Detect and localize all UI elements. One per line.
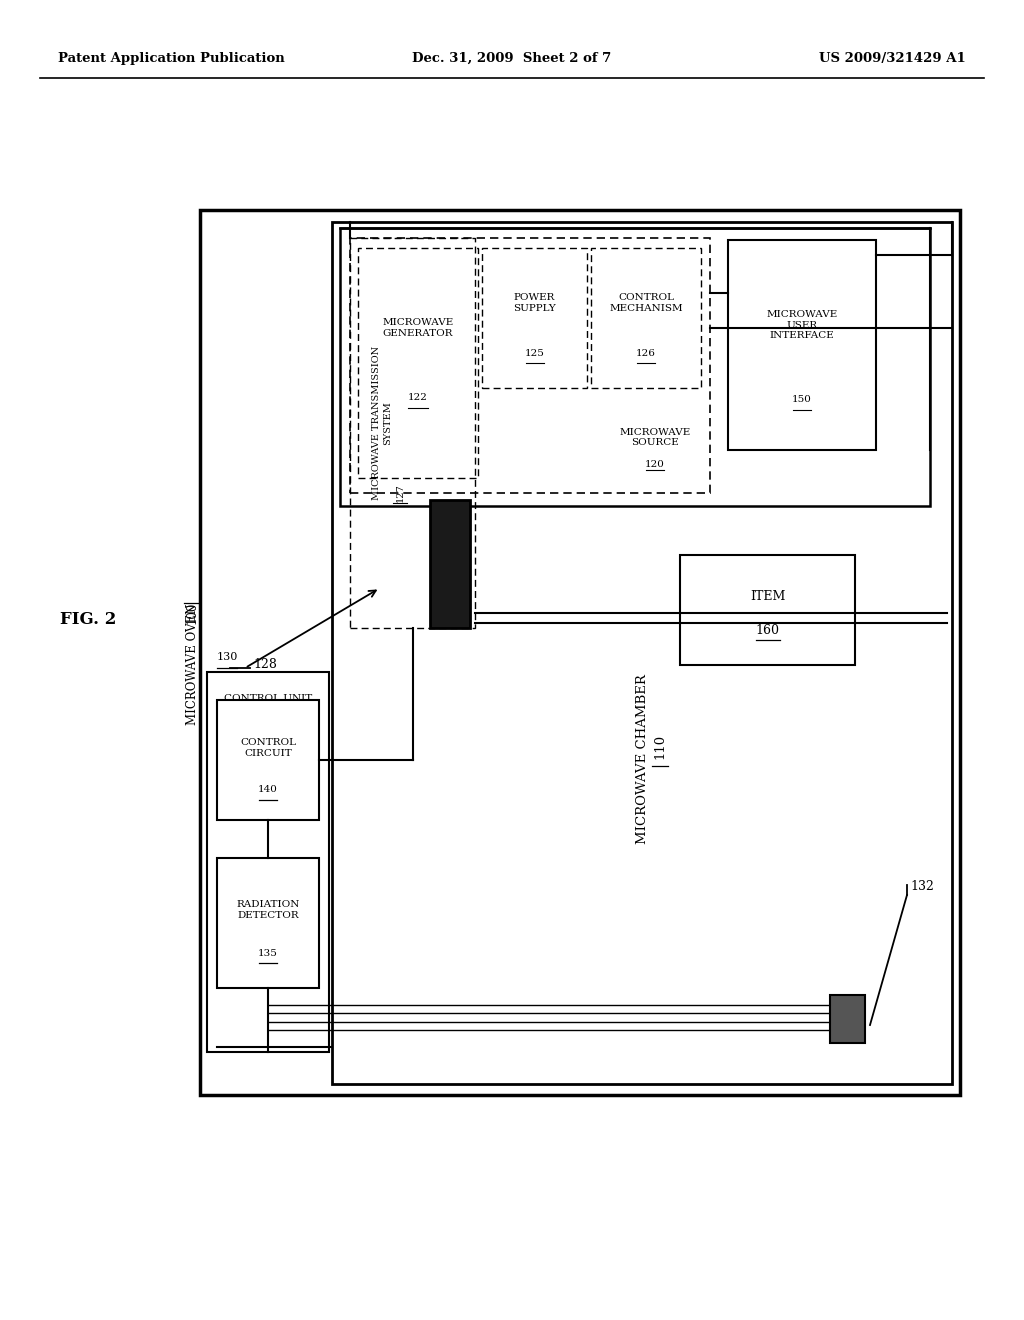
Text: 125: 125: [524, 348, 545, 358]
Text: RADIATION
DETECTOR: RADIATION DETECTOR: [237, 900, 300, 920]
Bar: [358, 248, 478, 478]
Text: CONTROL UNIT: CONTROL UNIT: [224, 694, 312, 704]
Bar: [591, 248, 701, 388]
Text: 135: 135: [258, 949, 278, 957]
Text: Patent Application Publication: Patent Application Publication: [58, 51, 285, 65]
Text: 110: 110: [653, 734, 667, 759]
Text: 160: 160: [756, 623, 779, 636]
Bar: [728, 240, 876, 450]
Text: 132: 132: [910, 880, 934, 894]
Text: 127: 127: [395, 483, 404, 503]
Bar: [340, 228, 930, 506]
Text: 126: 126: [636, 348, 656, 358]
Text: ITEM: ITEM: [750, 590, 785, 603]
Text: MICROWAVE TRANSMISSION
SYSTEM: MICROWAVE TRANSMISSION SYSTEM: [373, 346, 392, 500]
Bar: [482, 248, 587, 388]
Bar: [350, 238, 475, 628]
Bar: [332, 222, 952, 1084]
Text: FIG. 2: FIG. 2: [60, 611, 117, 628]
Text: Dec. 31, 2009  Sheet 2 of 7: Dec. 31, 2009 Sheet 2 of 7: [413, 51, 611, 65]
Text: MICROWAVE
USER
INTERFACE: MICROWAVE USER INTERFACE: [766, 310, 838, 339]
Text: 100: 100: [185, 602, 199, 623]
Bar: [217, 700, 319, 820]
Bar: [680, 554, 855, 665]
Bar: [207, 672, 329, 1052]
Text: 140: 140: [258, 785, 278, 795]
Text: CONTROL
MECHANISM: CONTROL MECHANISM: [609, 293, 683, 313]
Bar: [430, 500, 470, 628]
Text: POWER
SUPPLY: POWER SUPPLY: [513, 293, 556, 313]
Text: 120: 120: [645, 459, 665, 469]
Bar: [217, 858, 319, 987]
Bar: [350, 238, 710, 492]
Text: 130: 130: [217, 652, 239, 663]
Text: US 2009/321429 A1: US 2009/321429 A1: [819, 51, 966, 65]
Text: MICROWAVE
SOURCE: MICROWAVE SOURCE: [620, 428, 690, 447]
Bar: [200, 210, 961, 1096]
Text: 122: 122: [408, 393, 428, 403]
Text: CONTROL
CIRCUIT: CONTROL CIRCUIT: [240, 738, 296, 758]
Text: MICROWAVE
GENERATOR: MICROWAVE GENERATOR: [382, 318, 454, 338]
Text: 128: 128: [253, 657, 276, 671]
Text: 150: 150: [792, 396, 812, 404]
Text: MICROWAVE CHAMBER: MICROWAVE CHAMBER: [636, 669, 648, 843]
Text: MICROWAVE OVEN: MICROWAVE OVEN: [185, 599, 199, 725]
Bar: [830, 995, 865, 1043]
